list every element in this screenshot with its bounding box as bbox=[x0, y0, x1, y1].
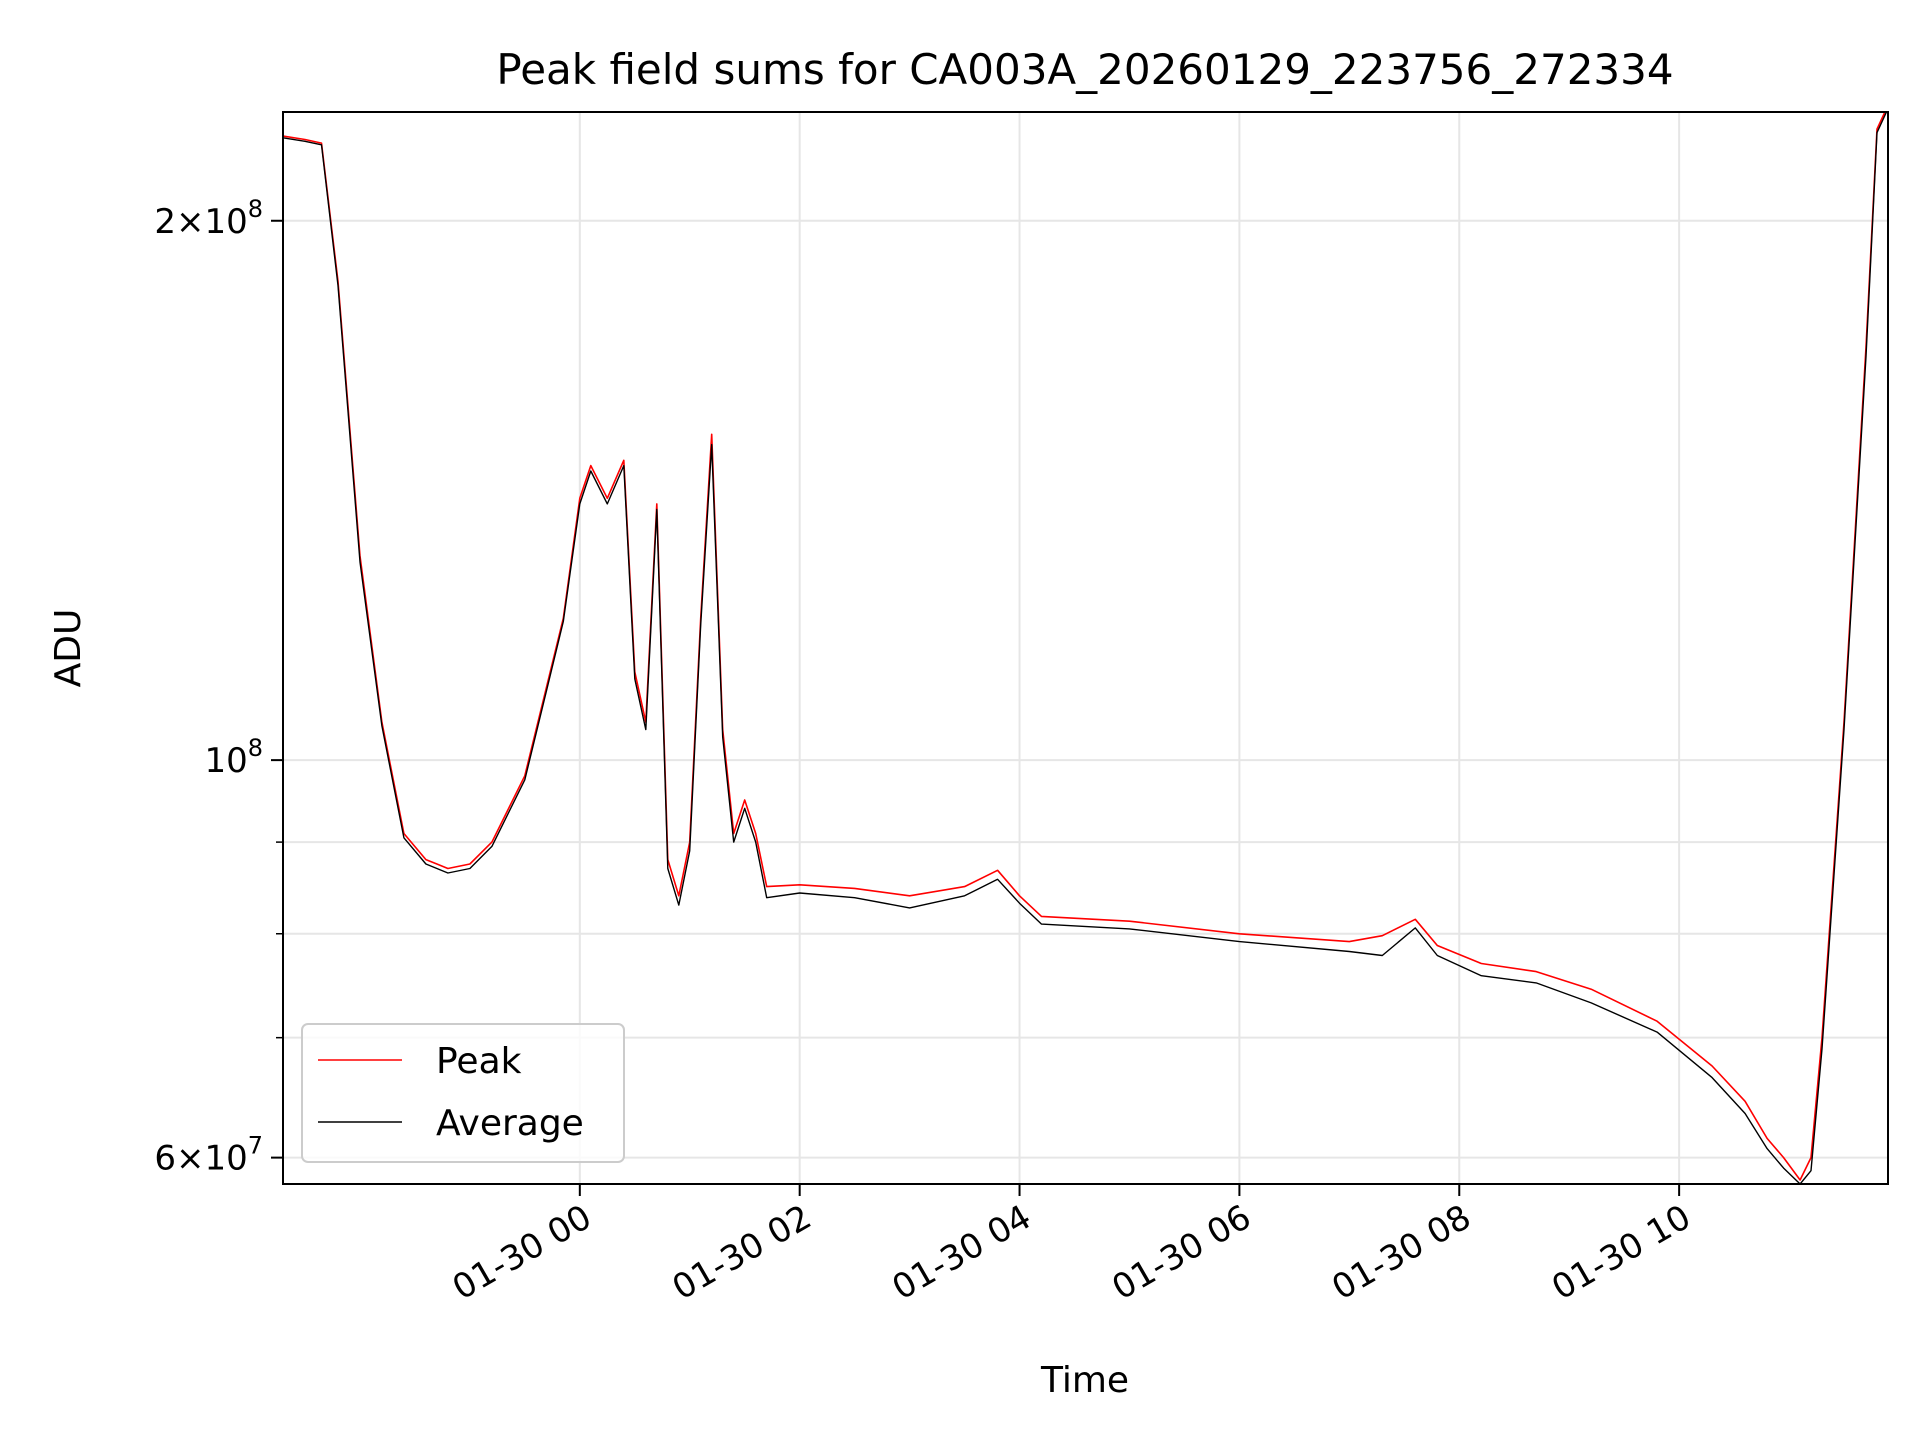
y-axis-label: ADU bbox=[48, 609, 89, 688]
legend: Peak Average bbox=[301, 1023, 625, 1163]
y-tick-label: 2×108 bbox=[154, 195, 263, 242]
x-tick-label: 01-30 10 bbox=[1545, 1197, 1697, 1308]
x-axis-ticks: 01-30 00 01-30 02 01-30 04 01-30 06 01-30 08… bbox=[446, 1184, 1698, 1308]
x-tick-label: 01-30 04 bbox=[886, 1197, 1038, 1308]
x-axis-label: Time bbox=[1040, 1360, 1129, 1401]
y-tick-label: 108 bbox=[204, 734, 263, 781]
x-tick-label: 01-30 00 bbox=[446, 1197, 598, 1308]
grid-lines bbox=[283, 112, 1888, 1184]
legend-label-peak: Peak bbox=[436, 1041, 522, 1082]
x-tick-label: 01-30 02 bbox=[666, 1197, 818, 1308]
legend-box bbox=[301, 1023, 625, 1163]
legend-label-average: Average bbox=[436, 1103, 584, 1144]
y-tick-label: 6×107 bbox=[154, 1132, 263, 1179]
x-tick-label: 01-30 06 bbox=[1106, 1197, 1258, 1308]
x-tick-label: 01-30 08 bbox=[1325, 1197, 1477, 1308]
series-line-average bbox=[283, 112, 1888, 1184]
y-axis-ticks: 108 2×108 6×107 bbox=[154, 195, 283, 1179]
chart-title: Peak field sums for CA003A_20260129_2237… bbox=[496, 45, 1673, 94]
series-layer bbox=[283, 112, 1888, 1184]
series-line-peak bbox=[283, 112, 1886, 1181]
axes-frame bbox=[282, 111, 1889, 1185]
